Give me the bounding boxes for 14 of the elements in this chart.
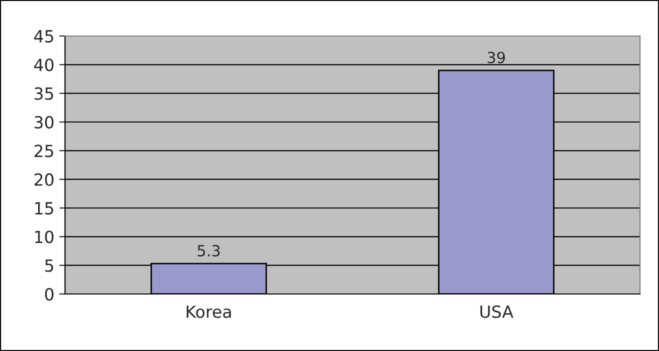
y-tick-label: 5 (45, 260, 54, 272)
y-tick-label: 40 (34, 58, 54, 72)
y-tick-label: 45 (34, 30, 54, 43)
data-label: 5.3 (198, 244, 220, 256)
data-label: 39 (488, 52, 505, 64)
y-tick-label: 10 (35, 230, 54, 244)
y-tick-label: 30 (34, 116, 54, 129)
y-tick-label: 20 (34, 173, 54, 186)
y-tick-label: 25 (34, 144, 54, 158)
x-tick-label: Korea (186, 306, 231, 318)
y-tick-label: 0 (45, 288, 54, 301)
y-tick-label: 15 (35, 202, 54, 215)
x-tick-label: USA (480, 305, 514, 318)
y-tick-label: 35 (34, 87, 54, 100)
